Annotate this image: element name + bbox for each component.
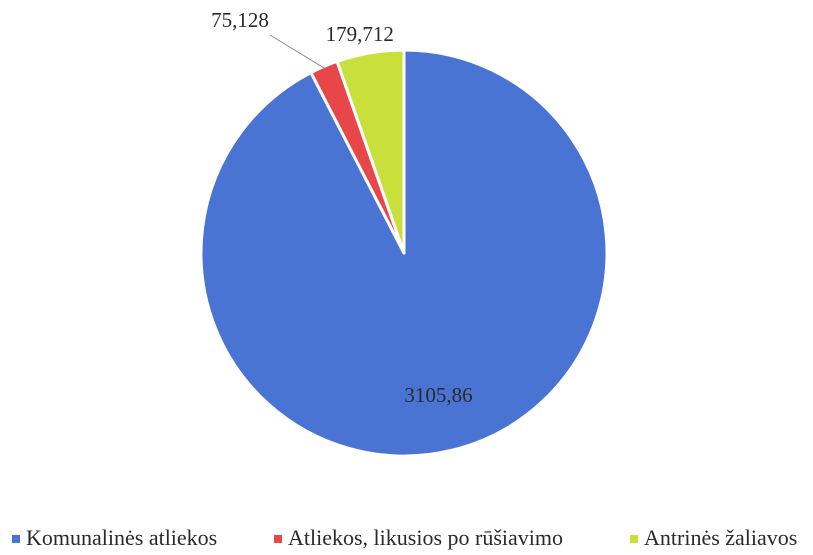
data-labels: 3105,86 75,128 179,712 xyxy=(211,8,472,407)
legend-label-antrines-zaliavos: Antrinės žaliavos xyxy=(644,525,797,550)
data-label-komunalines-atliekos: 3105,86 xyxy=(404,383,472,407)
leader-lines xyxy=(269,34,325,69)
legend-swatch-antrines-zaliavos xyxy=(630,535,638,543)
data-label-antrines-zaliavos: 179,712 xyxy=(326,22,394,46)
leader-line-atliekos-likusios-po-rusiavimo xyxy=(269,34,325,69)
pie-slices xyxy=(199,48,609,458)
legend: Komunalinės atliekos Atliekos, likusios p… xyxy=(12,525,797,550)
legend-label-komunalines-atliekos: Komunalinės atliekos xyxy=(26,525,217,550)
legend-label-atliekos-likusios-po-rusiavimo: Atliekos, likusios po rūšiavimo xyxy=(288,525,563,550)
legend-swatch-komunalines-atliekos xyxy=(12,535,20,543)
data-label-atliekos-likusios-po-rusiavimo: 75,128 xyxy=(211,8,269,32)
legend-swatch-atliekos-likusios-po-rusiavimo xyxy=(274,535,282,543)
pie-slice-antrines-zaliavos xyxy=(335,48,406,255)
